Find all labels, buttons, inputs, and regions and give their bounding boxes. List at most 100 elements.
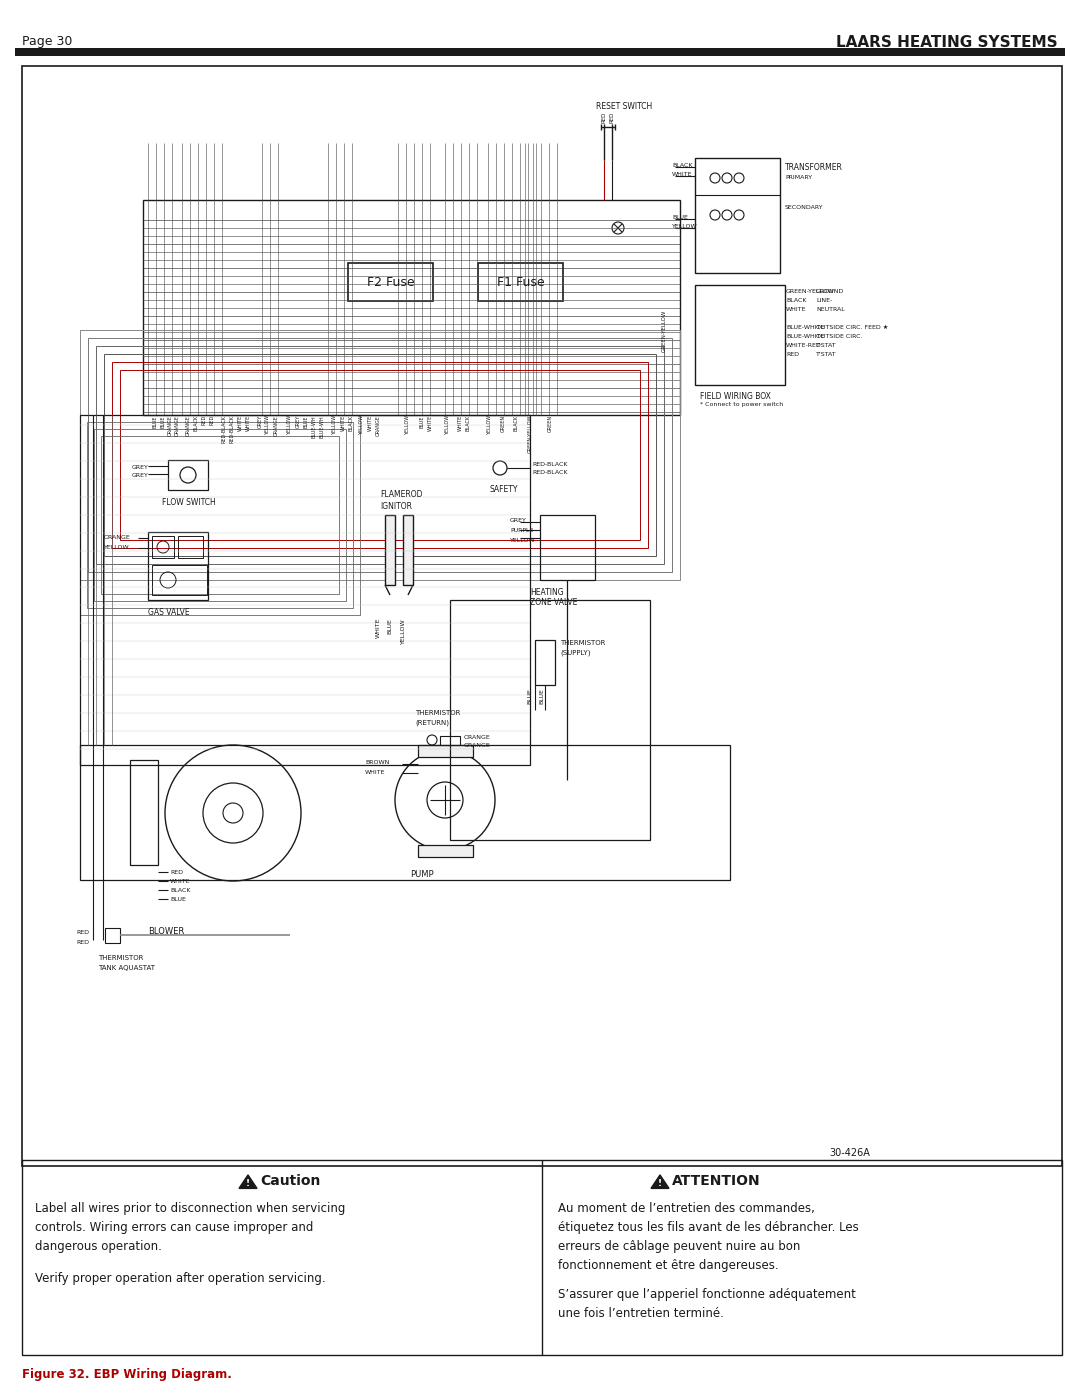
- Bar: [418, 745, 473, 757]
- Text: ORANGE: ORANGE: [167, 415, 173, 436]
- Text: GREY: GREY: [131, 474, 148, 478]
- Bar: [96, 346, 664, 564]
- Text: 30-426A: 30-426A: [829, 1148, 870, 1158]
- Text: YELLOW: YELLOW: [487, 415, 492, 434]
- Text: GREEN-YELLOW: GREEN-YELLOW: [527, 415, 532, 454]
- Text: GREEN-YELLOW: GREEN-YELLOW: [786, 289, 835, 293]
- Text: T'STAT: T'STAT: [816, 352, 837, 358]
- Bar: [152, 536, 174, 557]
- Text: BLUE-WH: BLUE-WH: [311, 415, 316, 437]
- Text: ORANGE: ORANGE: [273, 415, 279, 436]
- Text: OUTSIDE CIRC.: OUTSIDE CIRC.: [816, 334, 863, 339]
- Text: Au moment de l’entretien des commandes,: Au moment de l’entretien des commandes,: [558, 1201, 815, 1215]
- Text: BLACK: BLACK: [672, 163, 692, 168]
- Text: BLUE: BLUE: [540, 687, 544, 704]
- Text: BLOWER: BLOWER: [148, 928, 185, 936]
- Bar: [384, 515, 395, 585]
- Text: WHITE: WHITE: [367, 415, 373, 432]
- Text: YELLOW: YELLOW: [104, 545, 130, 550]
- Text: F1 Fuse: F1 Fuse: [497, 277, 544, 289]
- Bar: [22, 1160, 1062, 1355]
- Text: BROWN: BROWN: [365, 760, 390, 766]
- Text: YELLOW: YELLOW: [672, 224, 698, 229]
- Bar: [696, 158, 780, 272]
- Bar: [478, 263, 563, 300]
- Text: !: !: [246, 1179, 251, 1189]
- Text: étiquetez tous les fils avant de les débrancher. Les: étiquetez tous les fils avant de les déb…: [558, 1221, 859, 1234]
- Text: GREY: GREY: [296, 415, 300, 429]
- Text: LAARS HEATING SYSTEMS: LAARS HEATING SYSTEMS: [836, 35, 1058, 50]
- Text: PURPLE: PURPLE: [510, 528, 534, 534]
- Text: Page 30: Page 30: [22, 35, 72, 47]
- Text: YELLOW: YELLOW: [287, 415, 293, 434]
- Text: THERMISTOR: THERMISTOR: [98, 956, 144, 961]
- Text: NEUTRAL: NEUTRAL: [816, 307, 845, 312]
- Text: BLACK: BLACK: [786, 298, 807, 303]
- Text: (SUPPLY): (SUPPLY): [561, 650, 591, 657]
- Bar: [112, 362, 648, 548]
- Text: BLUE: BLUE: [527, 687, 532, 704]
- Text: RED: RED: [602, 112, 607, 123]
- Bar: [105, 928, 120, 943]
- Text: WHITE: WHITE: [786, 307, 807, 312]
- Bar: [418, 845, 473, 856]
- Text: WHITE: WHITE: [428, 415, 432, 432]
- Text: OUTSIDE CIRC. FEED ★: OUTSIDE CIRC. FEED ★: [816, 326, 889, 330]
- Text: YELLOW: YELLOW: [510, 538, 536, 543]
- Bar: [102, 436, 339, 594]
- Text: HEATING: HEATING: [530, 588, 564, 597]
- Text: BLACK: BLACK: [170, 888, 190, 893]
- Text: BLUE-WHITE: BLUE-WHITE: [786, 326, 824, 330]
- Text: BLACK: BLACK: [465, 415, 471, 432]
- Text: YELLOW: YELLOW: [333, 415, 337, 434]
- Text: FIELD WIRING BOX: FIELD WIRING BOX: [700, 393, 771, 401]
- Polygon shape: [651, 1175, 669, 1189]
- Text: controls. Wiring errors can cause improper and: controls. Wiring errors can cause improp…: [35, 1221, 313, 1234]
- Text: WHITE: WHITE: [376, 617, 380, 638]
- Text: ATTENTION: ATTENTION: [672, 1173, 760, 1187]
- Text: BLACK: BLACK: [349, 415, 353, 432]
- Text: WHITE: WHITE: [245, 415, 251, 432]
- Text: YELLOW: YELLOW: [401, 617, 405, 644]
- Text: GREEN: GREEN: [500, 415, 505, 432]
- Text: RED: RED: [76, 940, 89, 944]
- Text: ORANGE: ORANGE: [186, 415, 190, 436]
- Text: PUMP: PUMP: [410, 870, 434, 879]
- Text: ORANGE: ORANGE: [175, 415, 179, 436]
- Text: (RETURN): (RETURN): [415, 719, 449, 726]
- Text: F2 Fuse: F2 Fuse: [367, 277, 415, 289]
- Text: LINE-: LINE-: [816, 298, 833, 303]
- Text: RED-BLACK: RED-BLACK: [221, 415, 227, 443]
- Text: !: !: [658, 1179, 662, 1189]
- Text: GREY: GREY: [510, 518, 527, 522]
- Bar: [87, 422, 353, 608]
- Bar: [80, 745, 730, 880]
- Bar: [120, 370, 640, 541]
- Text: RED-BLACK: RED-BLACK: [532, 469, 567, 475]
- Text: ZONE VALVE: ZONE VALVE: [530, 598, 578, 608]
- Text: THERMISTOR: THERMISTOR: [561, 640, 606, 645]
- Bar: [152, 564, 207, 595]
- Bar: [440, 736, 460, 746]
- Text: GROUND: GROUND: [816, 289, 845, 293]
- Text: RED: RED: [170, 870, 183, 875]
- Text: SAFETY: SAFETY: [490, 485, 518, 495]
- Bar: [130, 760, 158, 865]
- Text: RED: RED: [202, 415, 206, 425]
- Bar: [80, 330, 680, 580]
- Text: GAS VALVE: GAS VALVE: [148, 608, 190, 617]
- Text: * Connect to power switch: * Connect to power switch: [700, 402, 783, 407]
- Text: S’assurer que l’apperiel fonctionne adéquatement: S’assurer que l’apperiel fonctionne adéq…: [558, 1288, 855, 1301]
- Bar: [535, 640, 555, 685]
- Text: ORANGE: ORANGE: [464, 743, 490, 747]
- Bar: [87, 338, 672, 571]
- Polygon shape: [239, 1175, 257, 1189]
- Text: TANK AQUASTAT: TANK AQUASTAT: [98, 965, 156, 971]
- Text: fonctionnement et être dangereuses.: fonctionnement et être dangereuses.: [558, 1259, 779, 1273]
- Text: BLUE: BLUE: [161, 415, 165, 427]
- Text: BLUE: BLUE: [388, 617, 392, 634]
- Text: WHITE: WHITE: [365, 770, 386, 775]
- Bar: [22, 66, 1062, 1166]
- Bar: [143, 200, 680, 415]
- Text: YELLOW: YELLOW: [266, 415, 270, 434]
